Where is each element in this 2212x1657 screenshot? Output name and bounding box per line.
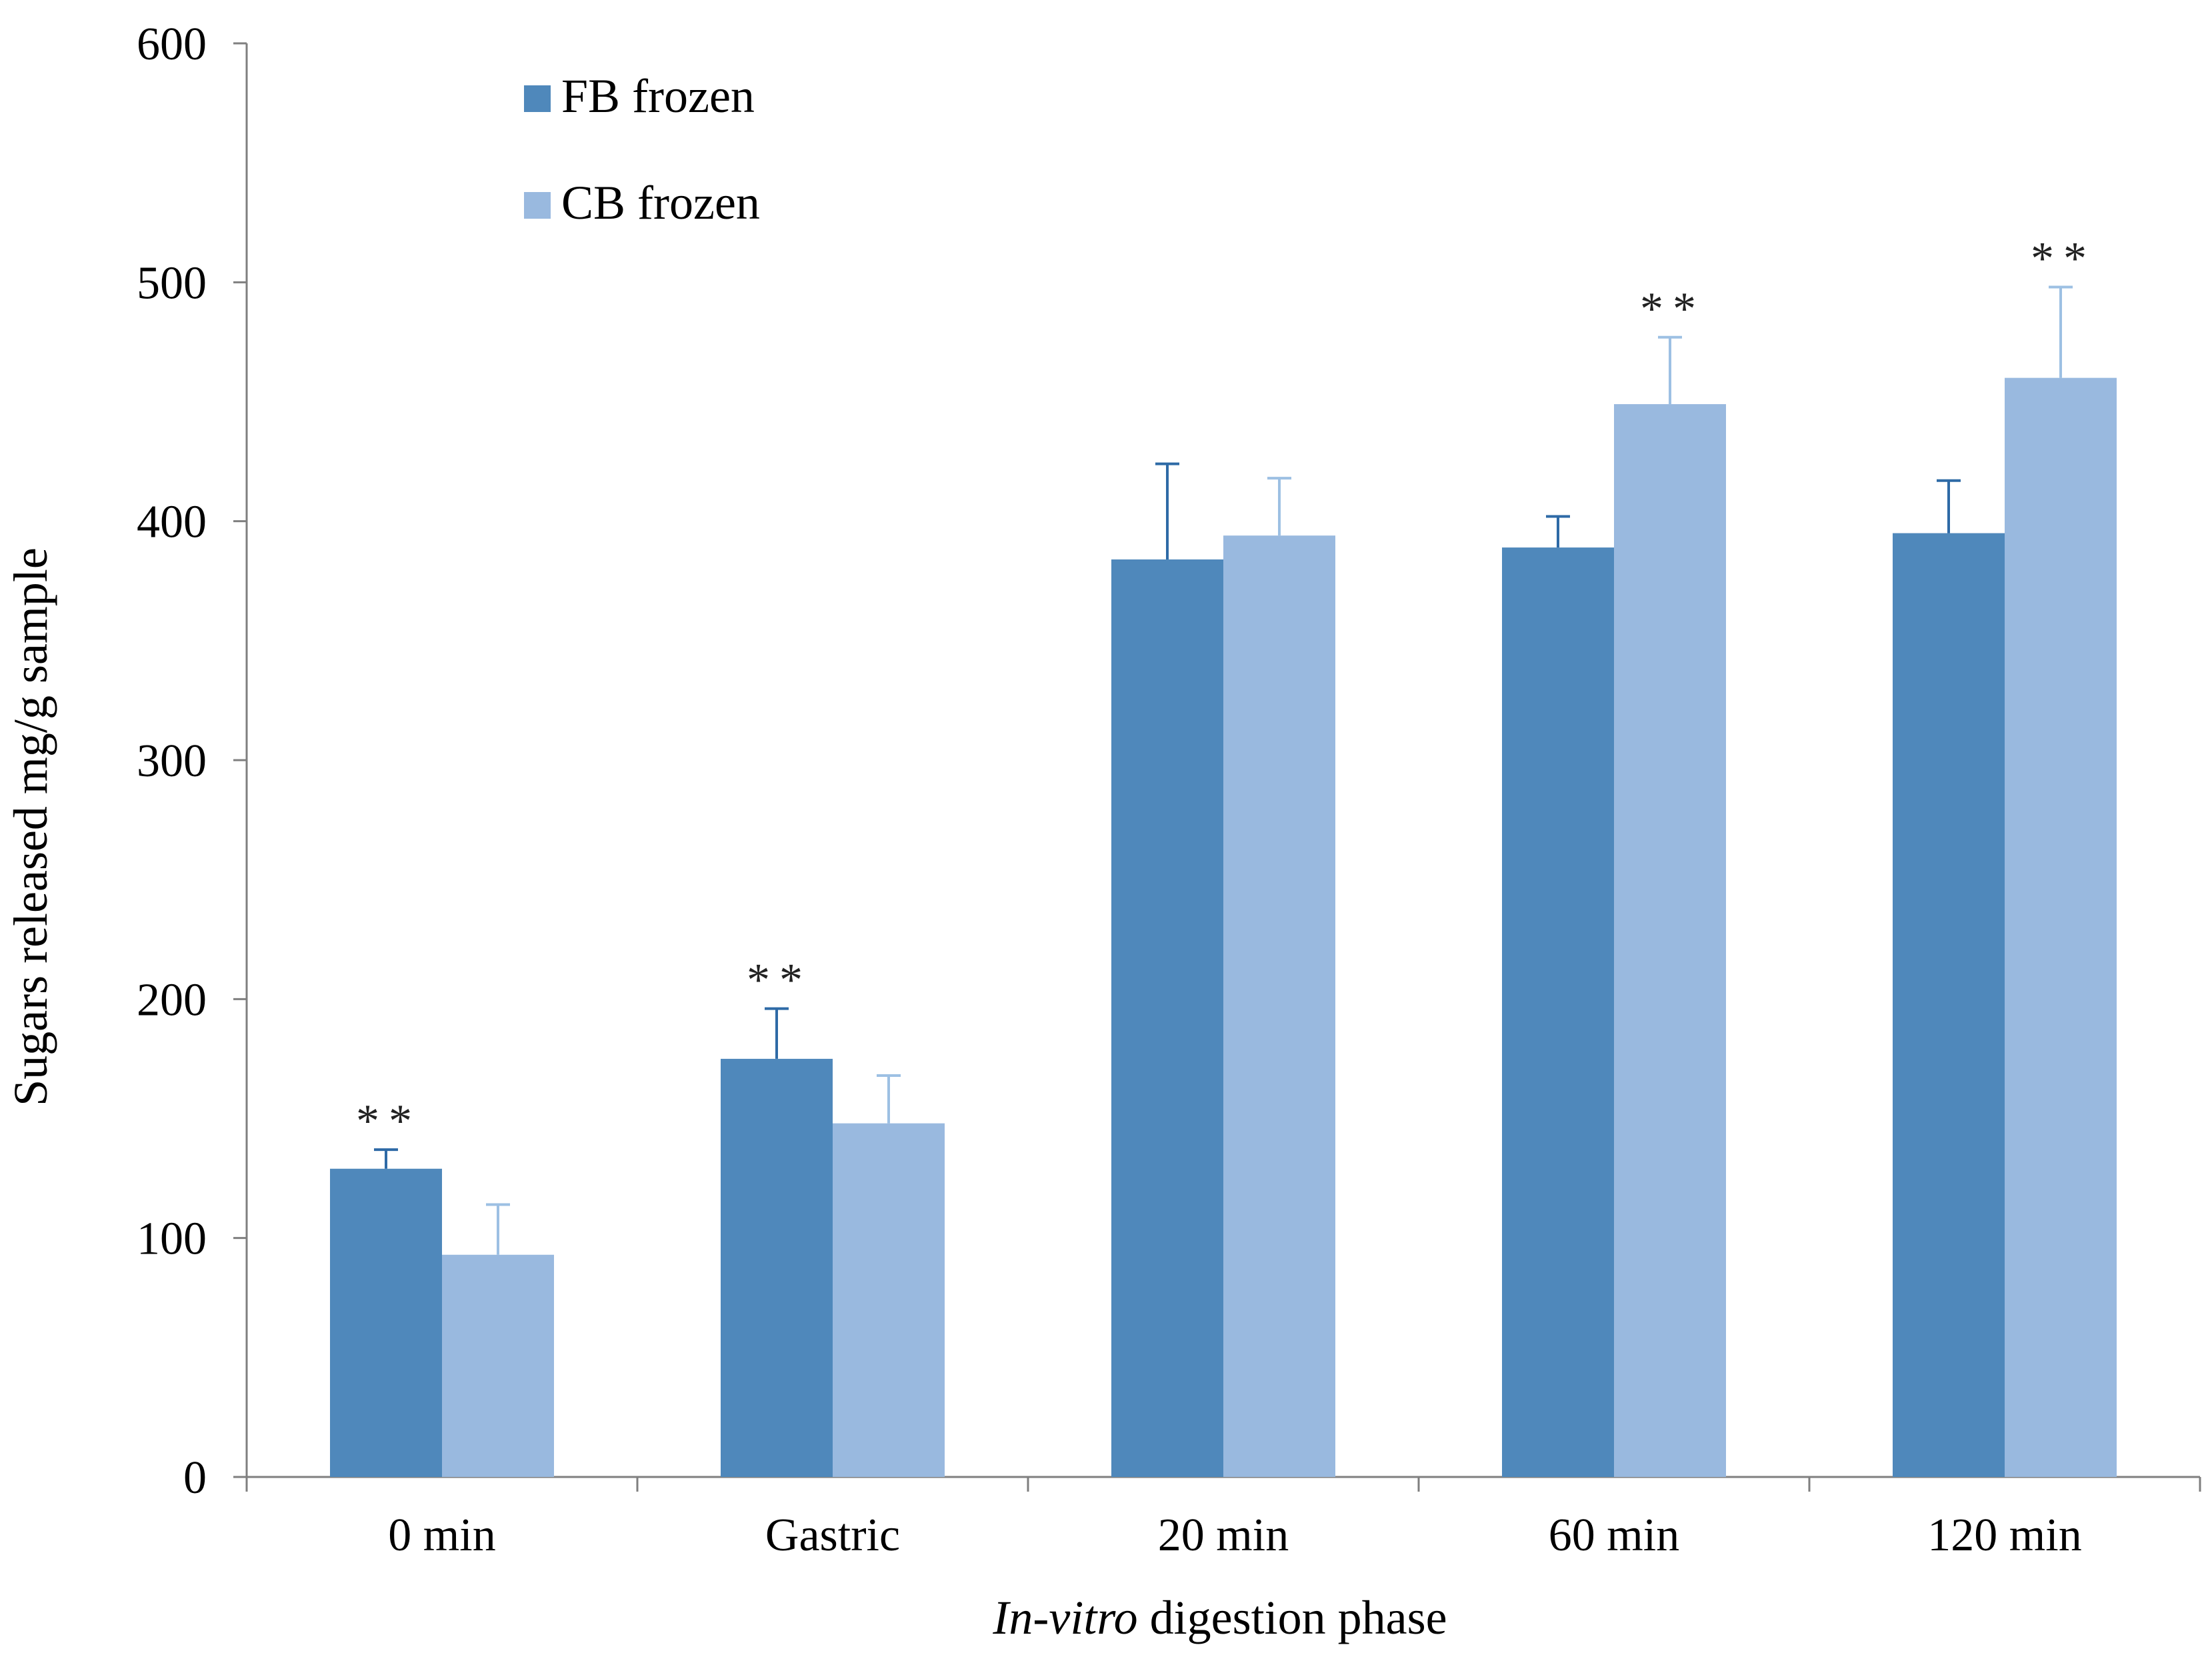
bar-cb-frozen <box>1614 404 1726 1478</box>
x-tick-label: Gastric <box>765 1510 900 1561</box>
y-tick-label: 500 <box>137 257 207 309</box>
x-axis: 0 min Gastric 20 min 60 min 120 min <box>245 1476 2201 1561</box>
y-tick-label: 400 <box>137 497 207 548</box>
x-tick-label: 120 min <box>1927 1510 2081 1561</box>
significance-marker: ** <box>1640 283 1705 335</box>
legend-swatch <box>524 192 551 219</box>
significance-marker: ** <box>356 1096 421 1147</box>
legend-swatch <box>524 85 551 112</box>
y-axis: 0 100 200 300 400 500 600 <box>137 19 248 1504</box>
x-tick-label: 60 min <box>1549 1510 1679 1561</box>
x-tick-label: 0 min <box>388 1510 495 1561</box>
significance-marker: ** <box>747 955 812 1006</box>
bar-fb-frozen <box>330 1168 442 1477</box>
legend-label: FB frozen <box>561 69 755 123</box>
y-tick-label: 0 <box>183 1452 207 1504</box>
bar-fb-frozen <box>1893 533 2005 1478</box>
x-axis-title: In-vitro digestion phase <box>992 1591 1447 1644</box>
y-tick-label: 300 <box>137 735 207 787</box>
bars: ** ** ** ** <box>330 233 2117 1478</box>
bar-fb-frozen <box>721 1058 833 1477</box>
legend: FB frozen CB frozen <box>524 69 760 229</box>
significance-marker: ** <box>2031 233 2096 285</box>
bar-cb-frozen <box>442 1254 554 1477</box>
bar-cb-frozen <box>1223 535 1335 1477</box>
y-tick-label: 100 <box>137 1214 207 1265</box>
x-axis-title-italic: In-vitro <box>992 1591 1137 1644</box>
bar-fb-frozen <box>1111 559 1223 1477</box>
bar-cb-frozen <box>2005 377 2117 1477</box>
y-tick-label: 600 <box>137 19 207 70</box>
y-tick-label: 200 <box>137 974 207 1026</box>
x-axis-title-rest: digestion phase <box>1138 1591 1447 1644</box>
bar-cb-frozen <box>833 1123 945 1477</box>
legend-label: CB frozen <box>561 176 760 229</box>
x-tick-label: 20 min <box>1158 1510 1289 1561</box>
bar-fb-frozen <box>1502 547 1614 1478</box>
y-axis-title: Sugars released mg/g sample <box>4 547 57 1106</box>
